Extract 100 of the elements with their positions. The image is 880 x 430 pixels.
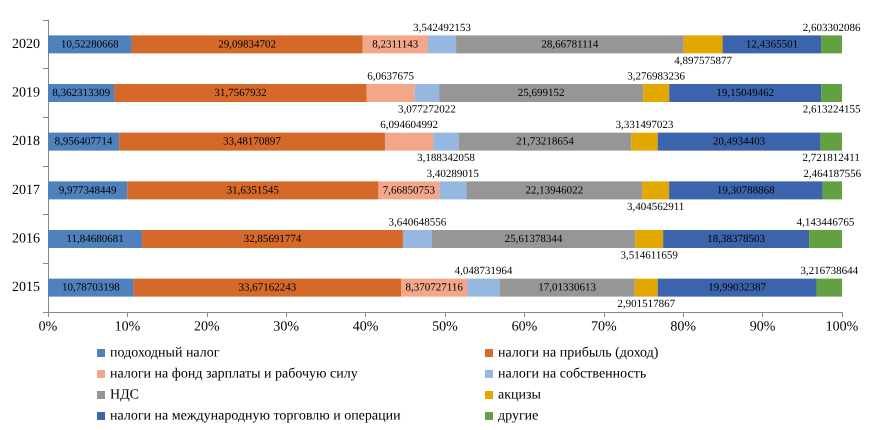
legend-label: подоходный налог	[110, 346, 220, 360]
data-label: 17,01330613	[538, 282, 597, 294]
y-tick-label: 2020	[12, 36, 40, 52]
data-label: 3,216738644	[800, 265, 859, 278]
data-label: 3,640648556	[388, 216, 447, 228]
bar	[439, 181, 466, 200]
bar	[722, 35, 822, 54]
bar	[384, 132, 434, 151]
y-tick-label: 2019	[12, 86, 40, 100]
bar	[821, 35, 842, 54]
data-label: 3,077272022	[398, 104, 456, 116]
legend-label: НДС	[110, 388, 139, 402]
bar	[669, 84, 822, 102]
data-label: 3,542492153	[413, 22, 472, 34]
data-label: 31,7567932	[214, 87, 267, 99]
data-label: 4,897575877	[674, 54, 733, 67]
y-tick-label: 2018	[12, 134, 40, 150]
bar	[631, 132, 658, 151]
data-label: 21,73218654	[516, 136, 574, 148]
x-tick-label: 40%	[352, 320, 379, 334]
bar	[127, 181, 378, 200]
bar	[439, 84, 644, 102]
bar	[821, 84, 842, 102]
data-label: 9,977348449	[58, 184, 117, 196]
bar	[658, 132, 820, 151]
data-label: 3,40289015	[426, 168, 480, 180]
data-label: 2,613224155	[802, 104, 861, 116]
x-tick-label: 10%	[114, 320, 141, 334]
data-label: 4,143446765	[796, 216, 855, 228]
data-label: 12,4365501	[746, 38, 798, 50]
bar	[642, 181, 670, 200]
data-label: 2,603302086	[802, 22, 862, 34]
data-label: 19,99032387	[708, 282, 766, 294]
bar	[820, 132, 842, 151]
bar	[635, 230, 664, 248]
data-label: 3,276983236	[627, 70, 686, 82]
y-tick-label: 2016	[12, 232, 40, 246]
legend-label: налоги на международную торговлю и операции	[110, 408, 402, 424]
data-label: 33,67162243	[238, 282, 297, 294]
bar	[643, 84, 670, 102]
bar	[458, 132, 632, 151]
legend-label: акцизы	[498, 388, 542, 402]
x-tick-label: 80%	[670, 320, 696, 334]
data-label: 20,4934403	[712, 136, 766, 148]
bar	[663, 230, 810, 248]
bar	[366, 84, 415, 102]
bar	[142, 230, 403, 248]
y-tick-label: 2015	[12, 280, 40, 296]
data-label: 7,66850753	[382, 184, 436, 196]
data-label: 31,6351545	[226, 184, 280, 196]
data-label: 25,61378344	[504, 233, 563, 245]
x-tick-label: 0%	[38, 320, 58, 334]
bar	[414, 84, 440, 102]
bar	[466, 181, 642, 200]
data-label: 3,188342058	[417, 152, 476, 164]
data-label: 3,514611659	[620, 250, 678, 262]
x-tick-label: 50%	[432, 320, 458, 334]
data-label: 28,66781114	[541, 38, 599, 50]
bar	[432, 230, 636, 248]
data-label: 3,404562911	[626, 200, 684, 213]
data-label: 10,52280668	[60, 38, 120, 50]
bar	[134, 278, 401, 297]
data-label: 33,48170897	[223, 136, 282, 148]
data-label: 6,0637675	[367, 70, 414, 82]
y-tick-label: 2017	[12, 182, 40, 198]
data-label: 2,464187556	[803, 168, 862, 180]
data-label: 6,094604992	[380, 119, 438, 132]
legend-label: налоги на собственность	[498, 366, 646, 382]
data-label: 19,30788868	[716, 184, 776, 196]
bar	[822, 181, 842, 200]
data-label: 8,956407714	[54, 136, 113, 148]
data-label: 18,38378503	[707, 233, 766, 245]
bar	[132, 35, 363, 54]
bar	[634, 278, 658, 297]
bar	[402, 230, 432, 248]
data-label: 8,2311143	[372, 38, 419, 50]
bar	[119, 132, 385, 151]
data-label: 4,048731964	[454, 265, 513, 278]
bar	[658, 278, 816, 297]
data-label: 2,901517867	[617, 298, 676, 310]
data-label: 10,78703198	[62, 282, 120, 294]
x-tick-label: 90%	[750, 320, 776, 334]
data-label: 8,370727116	[406, 282, 464, 294]
legend-label: налоги на прибыль (доход)	[498, 346, 659, 360]
x-tick-label: 30%	[273, 320, 300, 334]
bar	[467, 278, 500, 297]
data-label: 29,09834702	[218, 38, 276, 50]
data-label: 25,699152	[518, 87, 565, 99]
data-label: 22,13946022	[525, 184, 584, 196]
x-tick-label: 20%	[194, 320, 220, 334]
bar	[684, 35, 723, 54]
x-tick-label: 70%	[590, 320, 617, 334]
bar	[428, 35, 456, 54]
bar	[816, 278, 842, 297]
bar	[456, 35, 684, 54]
legend-label: налоги на фонд зарплаты и рабочую силу	[110, 366, 358, 382]
bar	[809, 230, 842, 248]
bar	[114, 84, 367, 102]
data-label: 32,85691774	[244, 233, 302, 245]
x-tick-label: 60%	[512, 320, 538, 334]
